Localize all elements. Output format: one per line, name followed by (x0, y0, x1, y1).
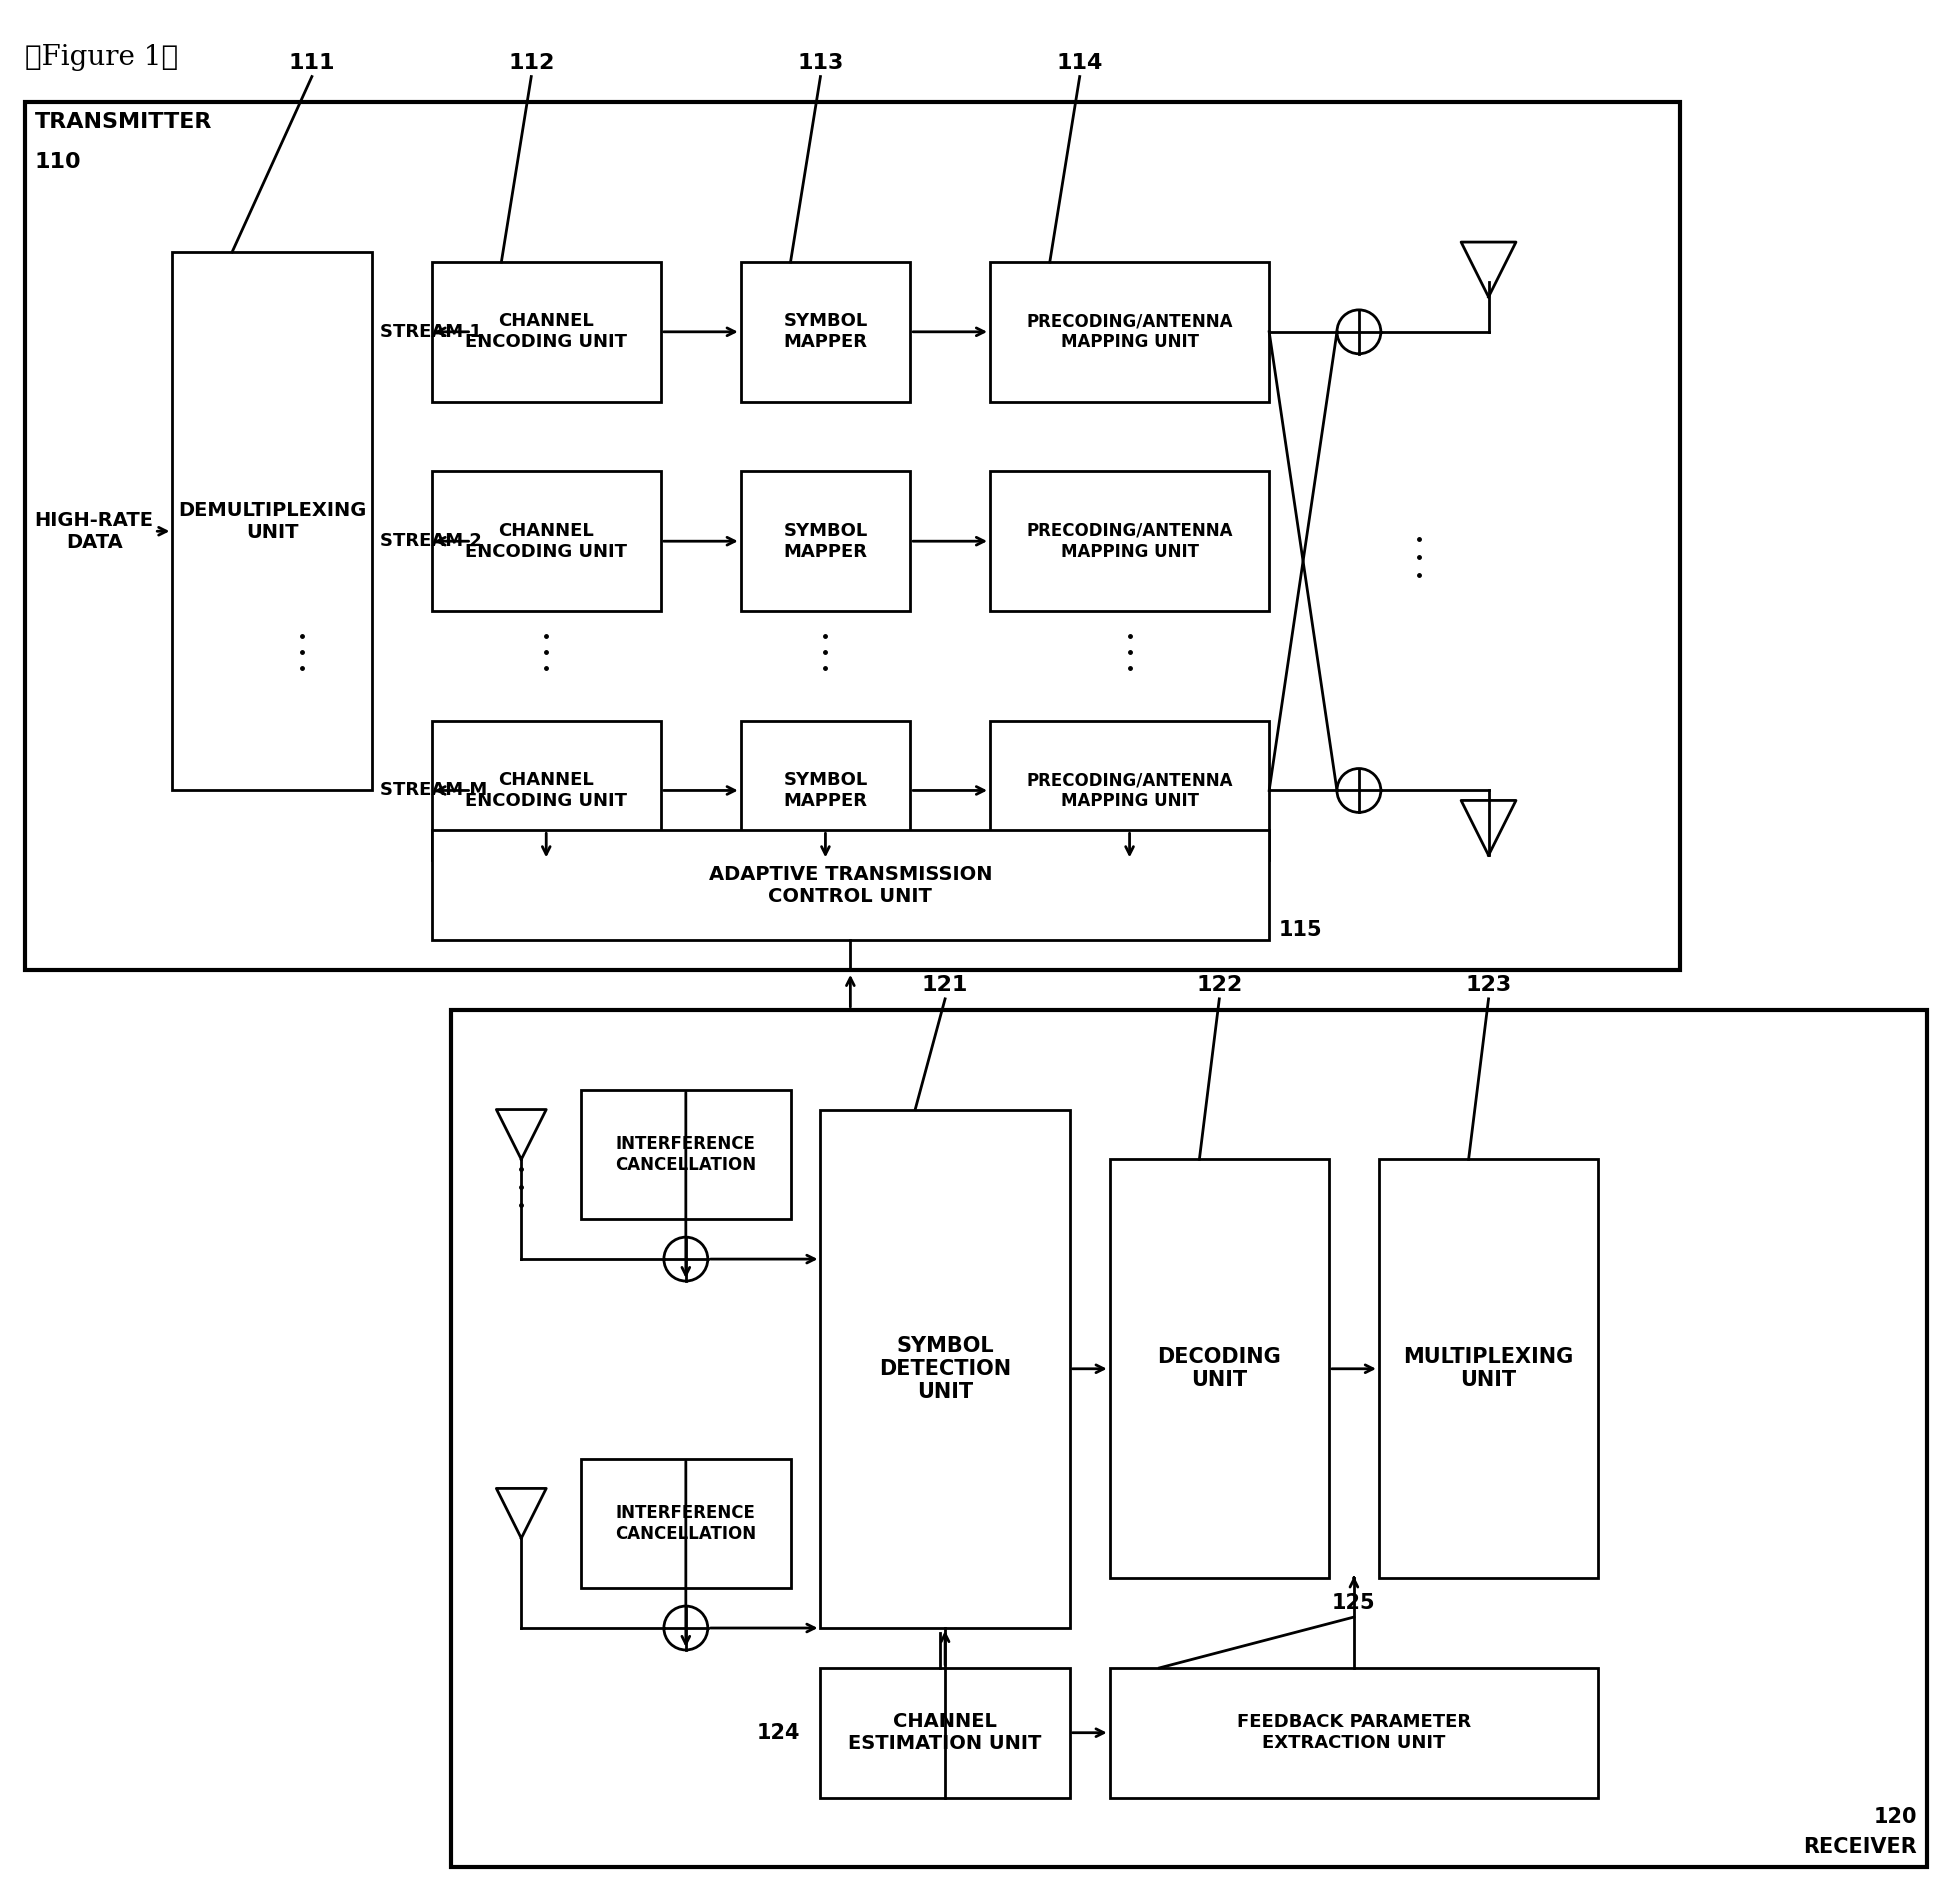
Text: HIGH-RATE
DATA: HIGH-RATE DATA (35, 511, 154, 551)
Bar (741, 262, 911, 401)
Text: DECODING
UNIT: DECODING UNIT (1157, 1348, 1282, 1390)
Text: 114: 114 (1057, 53, 1102, 72)
Text: TRANSMITTER: TRANSMITTER (35, 112, 213, 133)
Bar (580, 1458, 791, 1587)
Text: FEEDBACK PARAMETER
EXTRACTION UNIT: FEEDBACK PARAMETER EXTRACTION UNIT (1237, 1713, 1471, 1753)
Text: DEMULTIPLEXING
UNIT: DEMULTIPLEXING UNIT (178, 500, 365, 542)
Text: 》Figure 1「: 》Figure 1「 (25, 44, 178, 70)
Bar (451, 1009, 1927, 1867)
Bar (991, 262, 1270, 401)
Text: 124: 124 (756, 1722, 801, 1743)
Bar (991, 720, 1270, 861)
Text: 123: 123 (1466, 975, 1512, 994)
Text: STREAM M: STREAM M (379, 781, 487, 800)
Text: PRECODING/ANTENNA
MAPPING UNIT: PRECODING/ANTENNA MAPPING UNIT (1026, 772, 1233, 810)
Text: 121: 121 (922, 975, 969, 994)
Text: CHANNEL
ENCODING UNIT: CHANNEL ENCODING UNIT (465, 772, 627, 810)
Bar (991, 471, 1270, 610)
Text: PRECODING/ANTENNA
MAPPING UNIT: PRECODING/ANTENNA MAPPING UNIT (1026, 521, 1233, 561)
Text: STREAM 2: STREAM 2 (379, 532, 481, 549)
Text: 122: 122 (1196, 975, 1243, 994)
Bar (432, 720, 660, 861)
Text: 112: 112 (508, 53, 555, 72)
Text: 125: 125 (1333, 1593, 1376, 1614)
Bar (821, 1110, 1069, 1627)
Text: PRECODING/ANTENNA
MAPPING UNIT: PRECODING/ANTENNA MAPPING UNIT (1026, 312, 1233, 352)
Bar (1380, 1160, 1598, 1578)
Bar (741, 720, 911, 861)
Text: 120: 120 (1874, 1808, 1917, 1827)
Text: RECEIVER: RECEIVER (1804, 1838, 1917, 1857)
Bar (1110, 1667, 1598, 1798)
Text: CHANNEL
ENCODING UNIT: CHANNEL ENCODING UNIT (465, 521, 627, 561)
Text: SYMBOL
MAPPER: SYMBOL MAPPER (784, 521, 868, 561)
Text: INTERFERENCE
CANCELLATION: INTERFERENCE CANCELLATION (616, 1135, 756, 1173)
Text: CHANNEL
ESTIMATION UNIT: CHANNEL ESTIMATION UNIT (848, 1713, 1041, 1753)
Bar (580, 1089, 791, 1219)
Text: 113: 113 (797, 53, 844, 72)
Text: INTERFERENCE
CANCELLATION: INTERFERENCE CANCELLATION (616, 1504, 756, 1544)
Text: 115: 115 (1280, 920, 1323, 939)
Text: 111: 111 (289, 53, 336, 72)
Text: SYMBOL
MAPPER: SYMBOL MAPPER (784, 312, 868, 352)
Text: MULTIPLEXING
UNIT: MULTIPLEXING UNIT (1403, 1348, 1573, 1390)
Bar (432, 262, 660, 401)
Bar (25, 103, 1680, 970)
Text: 110: 110 (35, 152, 82, 173)
Bar (432, 471, 660, 610)
Bar (172, 253, 371, 791)
Text: STREAM 1: STREAM 1 (379, 323, 481, 340)
Bar (821, 1667, 1069, 1798)
Text: SYMBOL
MAPPER: SYMBOL MAPPER (784, 772, 868, 810)
Bar (432, 831, 1270, 939)
Text: SYMBOL
DETECTION
UNIT: SYMBOL DETECTION UNIT (879, 1336, 1010, 1401)
Bar (741, 471, 911, 610)
Text: ADAPTIVE TRANSMISSION
CONTROL UNIT: ADAPTIVE TRANSMISSION CONTROL UNIT (709, 865, 993, 905)
Bar (1110, 1160, 1329, 1578)
Text: CHANNEL
ENCODING UNIT: CHANNEL ENCODING UNIT (465, 312, 627, 352)
